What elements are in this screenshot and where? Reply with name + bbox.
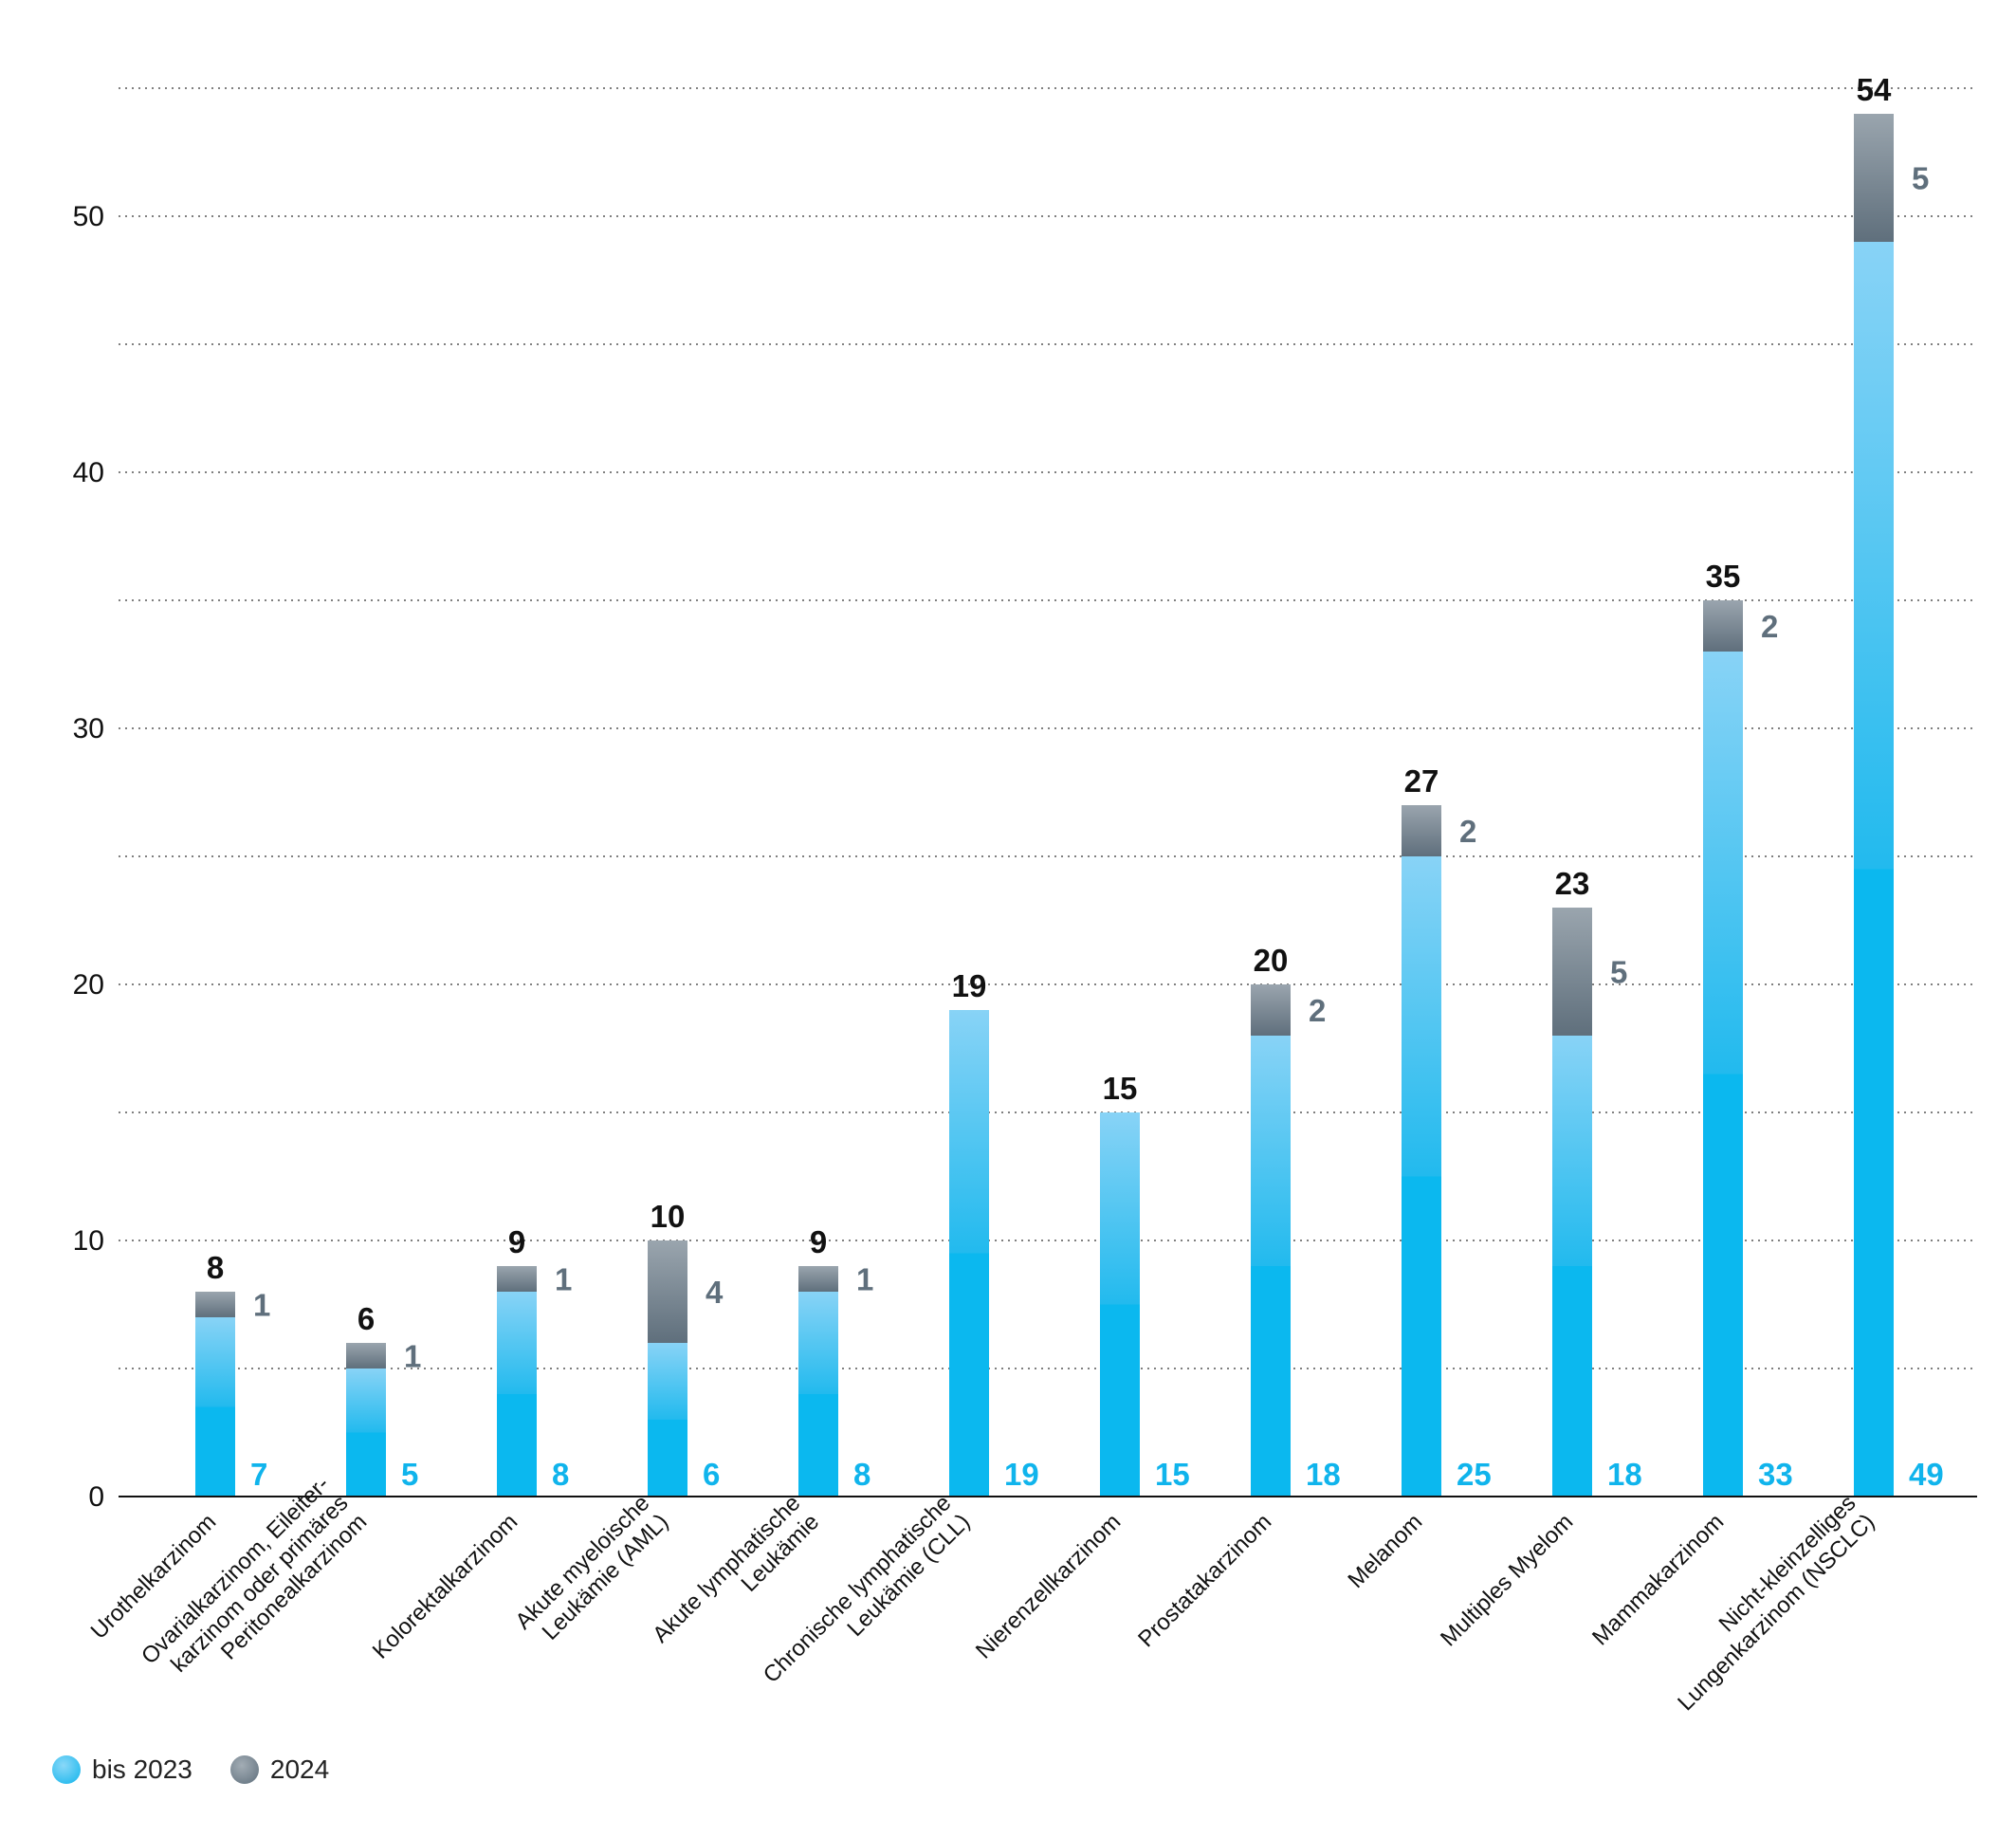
bar-bis-2023 bbox=[1251, 1036, 1291, 1497]
x-tick-label-line: Prostatakarzinom bbox=[1133, 1509, 1276, 1652]
value-label-bis-2023: 18 bbox=[1607, 1457, 1642, 1492]
bar-2024 bbox=[1703, 600, 1743, 652]
value-label-bis-2023: 8 bbox=[853, 1457, 871, 1492]
x-tick-label-line: Nierenzellkarzinom bbox=[971, 1509, 1126, 1663]
gridlines bbox=[119, 87, 1977, 1369]
bar-2024 bbox=[497, 1266, 537, 1292]
bar-2024 bbox=[648, 1240, 687, 1343]
legend: bis 2023 2024 bbox=[52, 1754, 367, 1785]
bar-2024 bbox=[1854, 114, 1894, 242]
x-tick-label: Mammakarzinom bbox=[1587, 1509, 1729, 1650]
light-blue-dot-icon bbox=[52, 1755, 81, 1784]
y-tick-label: 30 bbox=[73, 713, 104, 744]
x-tick-label-line: Kolorektalkarzinom bbox=[368, 1509, 522, 1663]
total-label: 15 bbox=[1103, 1071, 1138, 1106]
total-label: 35 bbox=[1706, 559, 1741, 594]
value-label-bis-2023: 8 bbox=[552, 1457, 569, 1492]
value-label-bis-2023: 25 bbox=[1457, 1457, 1492, 1492]
gray-dot-icon bbox=[229, 1755, 259, 1784]
total-label: 19 bbox=[952, 968, 987, 1003]
bar-2024 bbox=[1402, 805, 1441, 856]
x-tick-label: Multiples Myelom bbox=[1436, 1509, 1578, 1651]
x-tick-label: Kolorektalkarzinom bbox=[368, 1509, 522, 1663]
total-label: 23 bbox=[1555, 866, 1590, 901]
bar-bis-2023 bbox=[346, 1369, 386, 1497]
y-axis-ticks: 0 10 20 30 40 50 bbox=[73, 201, 104, 1513]
value-label-2024: 1 bbox=[404, 1339, 421, 1374]
bar-bis-2023 bbox=[497, 1292, 537, 1497]
y-tick-label: 0 bbox=[88, 1481, 104, 1513]
bar-2024 bbox=[798, 1266, 838, 1292]
legend-item-bis-2023: bis 2023 bbox=[52, 1754, 192, 1785]
total-label: 20 bbox=[1254, 943, 1289, 978]
x-tick-label: Ovarialkarzinom, Eileiter-karzinom oder … bbox=[137, 1472, 372, 1678]
value-label-2024: 1 bbox=[555, 1262, 572, 1297]
value-label-2024: 2 bbox=[1459, 814, 1476, 849]
value-label-bis-2023: 49 bbox=[1909, 1457, 1944, 1492]
value-label-bis-2023: 15 bbox=[1155, 1457, 1190, 1492]
data-labels: 8176159181046918191915152021827225235183… bbox=[207, 72, 1944, 1492]
bars bbox=[195, 114, 1894, 1497]
bar-bis-2023 bbox=[1100, 1112, 1140, 1497]
value-label-2024: 1 bbox=[856, 1262, 873, 1297]
total-label: 27 bbox=[1404, 763, 1439, 799]
value-label-2024: 2 bbox=[1761, 609, 1778, 644]
y-tick-label: 10 bbox=[73, 1225, 104, 1257]
y-tick-label: 50 bbox=[73, 201, 104, 232]
value-label-2024: 2 bbox=[1309, 993, 1326, 1028]
bar-bis-2023 bbox=[195, 1317, 235, 1497]
value-label-bis-2023: 7 bbox=[250, 1457, 267, 1492]
total-label: 9 bbox=[508, 1224, 525, 1259]
total-label: 9 bbox=[810, 1224, 827, 1259]
bar-bis-2023 bbox=[1854, 242, 1894, 1497]
bar-bis-2023 bbox=[1703, 652, 1743, 1497]
total-label: 8 bbox=[207, 1250, 224, 1285]
value-label-2024: 1 bbox=[253, 1288, 270, 1323]
bar-2024 bbox=[346, 1343, 386, 1369]
y-tick-label: 20 bbox=[73, 969, 104, 1001]
bar-2024 bbox=[1251, 984, 1291, 1036]
bar-bis-2023 bbox=[798, 1292, 838, 1497]
value-label-2024: 4 bbox=[706, 1275, 724, 1310]
value-label-2024: 5 bbox=[1912, 161, 1929, 196]
total-label: 54 bbox=[1857, 72, 1892, 107]
value-label-2024: 5 bbox=[1610, 955, 1627, 990]
x-tick-label: Prostatakarzinom bbox=[1133, 1509, 1276, 1652]
x-tick-label: Melanom bbox=[1343, 1509, 1427, 1593]
value-label-bis-2023: 5 bbox=[401, 1457, 418, 1492]
bar-bis-2023 bbox=[1402, 856, 1441, 1497]
value-label-bis-2023: 33 bbox=[1758, 1457, 1793, 1492]
bar-2024 bbox=[1552, 908, 1592, 1036]
total-label: 6 bbox=[357, 1301, 375, 1336]
value-label-bis-2023: 6 bbox=[703, 1457, 720, 1492]
bar-bis-2023 bbox=[949, 1010, 989, 1497]
x-tick-label: Nierenzellkarzinom bbox=[971, 1509, 1126, 1663]
x-tick-label-line: Multiples Myelom bbox=[1436, 1509, 1578, 1651]
bar-2024 bbox=[195, 1292, 235, 1317]
y-tick-label: 40 bbox=[73, 457, 104, 488]
value-label-bis-2023: 18 bbox=[1306, 1457, 1341, 1492]
x-tick-label-line: Melanom bbox=[1343, 1509, 1427, 1593]
legend-label-2024: 2024 bbox=[269, 1754, 330, 1784]
total-label: 10 bbox=[651, 1199, 686, 1234]
value-label-bis-2023: 19 bbox=[1004, 1457, 1039, 1492]
legend-label-bis-2023: bis 2023 bbox=[92, 1754, 192, 1784]
bar-bis-2023 bbox=[648, 1343, 687, 1497]
x-tick-label-line: Mammakarzinom bbox=[1587, 1509, 1729, 1650]
legend-item-2024: 2024 bbox=[229, 1754, 330, 1785]
bar-bis-2023 bbox=[1552, 1036, 1592, 1497]
